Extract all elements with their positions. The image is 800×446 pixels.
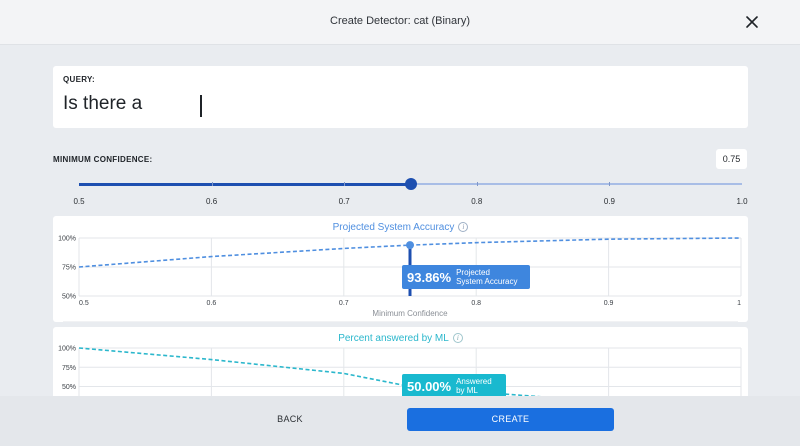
slider-tick-label: 1.0 — [736, 197, 748, 206]
y-tick-label: 100% — [58, 236, 76, 243]
dialog-footer: BACK CREATE — [0, 396, 800, 446]
slider-tick — [344, 182, 346, 186]
answered-chart-title: Percent answered by ML i — [53, 333, 748, 344]
slider-tick — [211, 182, 213, 186]
create-button[interactable]: CREATE — [407, 408, 614, 431]
answered-chart: 100%75%50%25% Percent answered by MLi 50… — [53, 327, 748, 396]
x-tick-label: 0.9 — [604, 300, 614, 307]
min-confidence-label: MINIMUM CONFIDENCE: — [53, 155, 153, 164]
accuracy-tooltip-line1: Projected — [456, 268, 490, 277]
info-icon[interactable]: i — [452, 333, 463, 343]
x-tick-label: 0.5 — [79, 300, 89, 307]
slider-fill — [79, 182, 411, 186]
x-tick-label: 0.6 — [207, 300, 217, 307]
slider-tick-label: 0.6 — [206, 197, 218, 206]
accuracy-tooltip: 93.86% Projected System Accuracy — [402, 265, 530, 289]
accuracy-tooltip-line2: System Accuracy — [456, 277, 518, 286]
query-card: QUERY: — [53, 66, 748, 128]
x-tick-label: 0.8 — [471, 300, 481, 307]
answered-chart-title-text: Percent answered by ML — [338, 333, 449, 344]
accuracy-chart-title: Projected System Accuracy i — [53, 222, 748, 233]
slider-tick-label: 0.5 — [73, 197, 85, 206]
back-button[interactable]: BACK — [277, 414, 303, 424]
slider-tick-label: 0.7 — [338, 197, 350, 206]
y-tick-label: 50% — [62, 384, 76, 391]
text-caret — [200, 95, 202, 117]
slider-tick — [609, 182, 611, 186]
marker-point — [406, 241, 414, 250]
y-tick-label: 100% — [58, 346, 76, 353]
dialog-title: Create Detector: cat (Binary) — [330, 15, 470, 27]
accuracy-tooltip-label: Projected System Accuracy — [456, 268, 517, 286]
accuracy-tooltip-value: 93.86% — [407, 269, 452, 285]
min-confidence-value[interactable]: 0.75 — [716, 149, 747, 169]
slider-thumb[interactable] — [404, 178, 417, 190]
dialog-body: QUERY: MINIMUM CONFIDENCE: 0.75 0.5 0.6 0.… — [0, 46, 800, 396]
info-icon[interactable]: i — [458, 222, 469, 232]
slider-tick — [476, 182, 478, 186]
y-tick-label: 50% — [62, 294, 76, 301]
y-tick-label: 75% — [62, 265, 76, 272]
slider-tick-label: 0.9 — [603, 197, 615, 206]
x-axis-title: Minimum Confidence — [372, 309, 448, 318]
x-tick-label: 1 — [737, 300, 741, 307]
answered-tooltip-line2: by ML — [456, 386, 478, 395]
y-tick-label: 75% — [62, 365, 76, 372]
accuracy-chart: 100% 75% 50% 0.5 0.6 0.7 0.8 0.9 1 Minimum Confid… — [53, 216, 748, 322]
x-tick-label: 0.7 — [339, 300, 349, 307]
answered-tooltip-value: 50.00% — [407, 378, 452, 394]
accuracy-chart-title-text: Projected System Accuracy — [332, 222, 455, 233]
confidence-slider[interactable] — [79, 178, 742, 190]
answered-tooltip-label: Answered by ML — [456, 377, 492, 395]
query-label: QUERY: — [63, 75, 96, 84]
query-input[interactable] — [63, 90, 733, 118]
accuracy-chart-plot: 100% 75% 50%0.5 0.6 0.7 0.8 0.9 1 Minimum Confid… — [58, 236, 742, 322]
close-icon[interactable] — [744, 14, 760, 30]
slider-tick-label: 0.8 — [471, 197, 483, 206]
answered-tooltip: 50.00% Answered by ML — [402, 374, 506, 396]
answered-tooltip-line1: Answered — [456, 377, 492, 386]
dialog-header: Create Detector: cat (Binary) — [0, 0, 800, 45]
